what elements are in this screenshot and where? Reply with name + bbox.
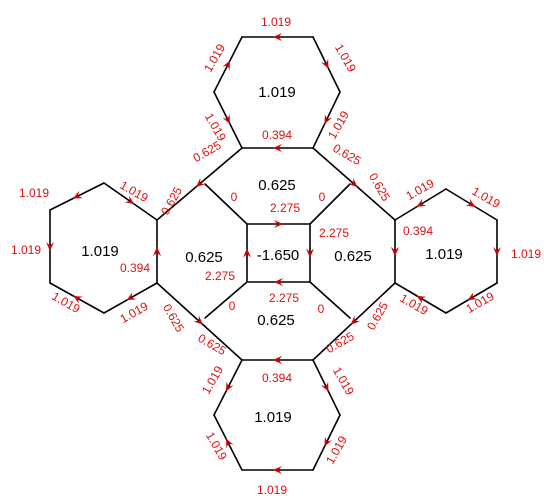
bond-a1-s1	[204, 183, 248, 225]
edge-label-link-top-right: 0.625	[330, 141, 363, 168]
ring-label-oct-top: 0.625	[258, 177, 296, 194]
ring-label-hex-bottom: 1.019	[254, 409, 292, 426]
current-arrow-13	[465, 198, 476, 207]
edge-label-bottom-hex-upper-right: 1.019	[330, 364, 357, 397]
edge-label-top-hex-upper-right: 1.019	[332, 41, 359, 74]
edge-label-left-hex-lower-left: 1.019	[49, 289, 82, 316]
current-arrow-16	[416, 295, 427, 304]
edge-label-diag-bottom-left: 0	[229, 299, 236, 313]
edge-label-bottom-hex-lower-left: 1.019	[203, 429, 230, 462]
current-arrow-14	[493, 247, 501, 256]
current-arrow-shared-2	[391, 247, 399, 256]
edge-label-diag-top-left: 0	[231, 190, 238, 204]
current-arrow-23	[225, 381, 234, 392]
current-arrow-19	[320, 381, 329, 392]
edge-label-square-top: 2.275	[270, 201, 300, 215]
ring-label-hex-left: 1.019	[81, 243, 119, 260]
bond-a2-s2	[309, 183, 351, 225]
current-arrow-7	[124, 195, 135, 205]
edge-label-right-hex-right: 1.019	[511, 247, 541, 261]
current-arrow-27	[350, 315, 361, 325]
current-arrow-12	[416, 198, 427, 207]
edge-label-square-left: 2.275	[205, 269, 235, 283]
edge-label-bottom-hex-bottom: 1.019	[257, 483, 287, 496]
edge-label-left-shared: 0.394	[120, 261, 150, 275]
ring-label-hex-right: 1.019	[425, 246, 463, 263]
edge-label-left-hex-upper-left: 1.019	[19, 186, 49, 200]
current-arrow-20	[324, 436, 333, 447]
edge-label-top-hex-top: 1.019	[261, 15, 291, 29]
edge-label-link-bottom-left: 0.625	[195, 331, 228, 358]
edge-label-left-hex-left: 1.019	[11, 243, 41, 257]
current-arrow-22	[225, 438, 234, 449]
current-arrow-32	[274, 220, 283, 228]
edge-label-diag-bottom-right: 0	[318, 302, 325, 316]
edge-label-link-left-top: 0.625	[158, 184, 185, 217]
edge-label-bottom-shared: 0.394	[262, 371, 292, 385]
edge-label-right-shared: 0.394	[403, 224, 433, 238]
current-arrow-9	[126, 292, 137, 301]
ring-label-square-center: -1.650	[257, 247, 300, 264]
ring-label-oct-right: 0.625	[334, 248, 372, 265]
current-arrow-shared-0	[273, 144, 282, 152]
edge-label-top-hex-upper-left: 1.019	[201, 41, 228, 74]
current-arrow-24	[196, 178, 206, 187]
edge-label-left-hex-upper-right: 1.019	[117, 178, 150, 205]
edge-label-link-bottom-right: 0.625	[323, 329, 356, 356]
edge-label-right-hex-upper-left: 1.019	[403, 176, 436, 203]
bond-a4-s3	[309, 281, 351, 319]
edge-label-square-bottom: 2.275	[269, 291, 299, 305]
current-arrow-33	[306, 248, 314, 258]
ring-label-oct-bottom: 0.625	[257, 312, 295, 329]
edge-label-top-shared: 0.394	[262, 128, 292, 142]
current-arrow-15	[467, 292, 478, 301]
bond-a3-s4	[204, 281, 248, 319]
current-arrow-10	[73, 295, 83, 304]
edge-label-bottom-hex-lower-right: 1.019	[323, 433, 350, 466]
current-arrow-35	[243, 248, 251, 258]
current-arrow-shared-1	[153, 247, 161, 256]
ring-label-hex-top: 1.019	[258, 84, 296, 101]
edge-label-link-right-bottom: 0.625	[364, 299, 391, 332]
edge-label-bottom-hex-upper-left: 1.019	[199, 363, 226, 396]
current-arrow-34	[274, 278, 283, 286]
edge-label-diag-top-right: 0	[319, 190, 326, 204]
current-arrow-5	[222, 60, 231, 71]
current-arrow-26	[193, 315, 203, 325]
current-arrow-21	[273, 466, 282, 474]
ring-label-oct-left: 0.625	[185, 249, 223, 266]
current-arrow-shared-3	[273, 356, 282, 364]
current-arrow-6	[72, 190, 83, 199]
current-arrow-25	[347, 178, 358, 187]
current-arrow-1	[320, 58, 329, 69]
current-arrow-0	[273, 33, 282, 41]
current-arrows	[46, 33, 501, 474]
current-arrow-4	[222, 114, 231, 125]
current-arrow-2	[324, 114, 333, 125]
current-arrow-11	[46, 242, 54, 251]
edge-label-square-right: 2.275	[319, 226, 349, 240]
